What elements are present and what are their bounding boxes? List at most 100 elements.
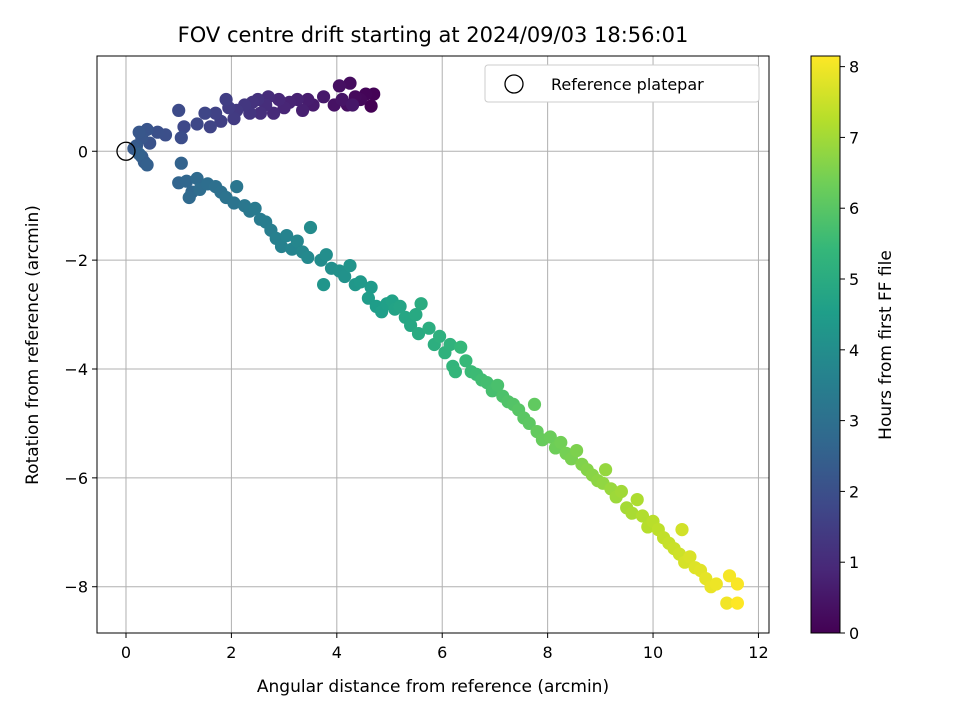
drift-point bbox=[459, 354, 473, 368]
y-tick-label: −2 bbox=[64, 251, 88, 270]
drift-point bbox=[280, 229, 294, 243]
drift-point bbox=[272, 92, 286, 107]
drift-point bbox=[296, 103, 310, 117]
drift-point bbox=[570, 444, 584, 458]
drift-point bbox=[151, 125, 165, 139]
drift-point bbox=[317, 90, 331, 104]
drift-point bbox=[346, 98, 360, 112]
drift-point bbox=[253, 106, 267, 120]
drift-point bbox=[709, 577, 723, 591]
drift-point bbox=[614, 484, 629, 499]
colorbar-tick-label: 8 bbox=[849, 58, 859, 77]
drift-point bbox=[182, 190, 196, 205]
x-tick-label: 0 bbox=[121, 643, 131, 662]
drift-point bbox=[132, 147, 146, 161]
drift-point bbox=[411, 327, 426, 341]
colorbar-gradient bbox=[810, 55, 841, 634]
drift-point bbox=[543, 430, 557, 444]
drift-point bbox=[203, 120, 217, 134]
drift-point bbox=[730, 577, 745, 591]
drift-point bbox=[190, 171, 204, 186]
drift-point bbox=[527, 397, 542, 411]
colorbar-tick-label: 5 bbox=[849, 270, 859, 289]
legend-reference-icon bbox=[504, 74, 524, 94]
colorbar-tick-label: 0 bbox=[849, 624, 859, 643]
drift-point bbox=[364, 99, 378, 113]
grid-lines bbox=[97, 56, 769, 633]
drift-point bbox=[364, 280, 378, 294]
drift-point bbox=[635, 509, 650, 523]
drift-point bbox=[554, 435, 568, 450]
x-tick-label: 6 bbox=[437, 643, 447, 662]
colorbar-tick-label: 4 bbox=[849, 341, 859, 360]
drift-point bbox=[190, 117, 204, 131]
legend-entry-reference: Reference platepar bbox=[551, 75, 704, 94]
colorbar-tick-label: 3 bbox=[849, 412, 859, 431]
drift-point bbox=[730, 596, 745, 610]
drift-point bbox=[393, 299, 407, 313]
drift-point bbox=[409, 308, 423, 322]
drift-point bbox=[209, 106, 223, 120]
drift-point bbox=[443, 337, 457, 352]
drift-point bbox=[722, 569, 737, 583]
drift-point bbox=[422, 321, 436, 335]
colorbar-tick-label: 7 bbox=[849, 128, 859, 147]
x-tick-label: 12 bbox=[748, 643, 768, 662]
drift-point bbox=[140, 158, 154, 172]
drift-point bbox=[343, 259, 357, 273]
drift-point bbox=[290, 234, 304, 248]
drift-point bbox=[335, 92, 349, 107]
drift-point bbox=[683, 550, 697, 564]
x-tick-label: 10 bbox=[643, 643, 663, 662]
drift-point bbox=[454, 340, 468, 354]
drift-point bbox=[599, 463, 613, 477]
colorbar-label: Hours from first FF file bbox=[876, 250, 896, 440]
y-tick-label: −6 bbox=[64, 469, 88, 488]
drift-point bbox=[630, 493, 644, 507]
drift-point bbox=[248, 201, 262, 215]
drift-point bbox=[404, 318, 418, 332]
drift-point bbox=[174, 131, 188, 145]
legend-box bbox=[484, 64, 760, 103]
drift-point bbox=[675, 523, 689, 537]
drift-point bbox=[227, 112, 241, 126]
x-tick-label: 2 bbox=[226, 643, 236, 662]
x-axis-ticks: 0 2 4 6 8 10 12 bbox=[121, 633, 769, 662]
drift-point bbox=[522, 416, 536, 430]
reference-platepar-marker bbox=[116, 141, 136, 161]
y-axis-label: Rotation from reference (arcmin) bbox=[23, 205, 43, 485]
x-tick-label: 8 bbox=[543, 643, 553, 662]
drift-point bbox=[177, 120, 191, 134]
drift-point bbox=[303, 220, 318, 235]
drift-point bbox=[448, 365, 462, 379]
colorbar-tick-label: 6 bbox=[849, 199, 859, 218]
x-tick-label: 4 bbox=[332, 643, 342, 662]
plot-area bbox=[96, 55, 770, 634]
y-tick-label: −8 bbox=[64, 578, 88, 597]
drift-point bbox=[414, 297, 428, 311]
y-axis-ticks: −8 −6 −4 −2 0 bbox=[64, 142, 97, 597]
drift-point bbox=[198, 106, 212, 120]
colorbar: 0 1 2 3 4 5 6 7 8 Hours from first FF file bbox=[810, 55, 896, 643]
drift-point bbox=[361, 291, 375, 305]
drift-point bbox=[180, 174, 194, 188]
drift-point bbox=[174, 156, 188, 170]
drift-point bbox=[301, 92, 315, 107]
plot-frame bbox=[96, 55, 770, 634]
drift-point bbox=[319, 248, 333, 262]
legend: Reference platepar bbox=[484, 64, 760, 103]
drift-point bbox=[317, 278, 331, 292]
drift-point bbox=[132, 125, 146, 139]
scatter-points bbox=[127, 76, 745, 610]
drift-point bbox=[219, 92, 233, 107]
drift-point bbox=[338, 269, 352, 284]
colorbar-tick-label: 1 bbox=[849, 553, 859, 572]
drift-point bbox=[625, 506, 639, 520]
drift-point bbox=[720, 596, 734, 610]
colorbar-tick-label: 2 bbox=[849, 482, 859, 501]
drift-point bbox=[343, 76, 357, 90]
colorbar-ticks: 0 1 2 3 4 5 6 7 8 bbox=[840, 58, 859, 643]
chart-title: FOV centre drift starting at 2024/09/03 … bbox=[178, 23, 689, 47]
drift-point bbox=[332, 79, 346, 93]
